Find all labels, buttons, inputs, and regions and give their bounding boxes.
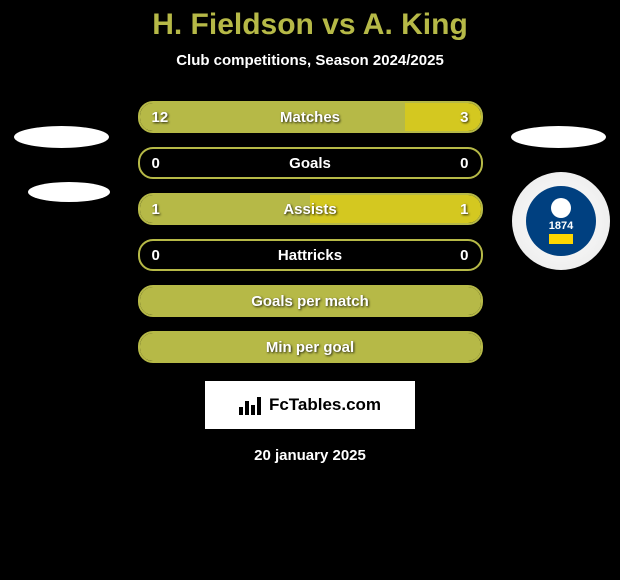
stat-value-left: 0 — [152, 155, 160, 172]
stat-bar: Goals per match — [138, 285, 483, 317]
stats-bars-container: 12 Matches 3 0 Goals 0 1 Assists 1 0 Hattricks 0 Goa… — [138, 101, 483, 363]
stat-label: Goals per match — [251, 293, 369, 310]
club-badge-inner: 1874 — [526, 186, 596, 256]
page-title: H. Fieldson vs A. King — [152, 8, 468, 42]
stat-bar-fill-right — [405, 103, 480, 131]
stat-value-right: 3 — [460, 109, 468, 126]
club-badge-right: 1874 — [512, 172, 610, 270]
stat-value-left: 12 — [152, 109, 169, 126]
stat-label: Goals — [289, 155, 331, 172]
stat-bar: 0 Goals 0 — [138, 147, 483, 179]
stat-label: Matches — [280, 109, 340, 126]
stat-label: Min per goal — [266, 339, 354, 356]
badge-ball-icon — [551, 198, 571, 218]
stat-value-right: 1 — [460, 201, 468, 218]
stat-label: Hattricks — [278, 247, 342, 264]
badge-year: 1874 — [549, 220, 573, 232]
stat-bar: 12 Matches 3 — [138, 101, 483, 133]
badge-ship-icon — [549, 234, 573, 244]
subtitle: Club competitions, Season 2024/2025 — [176, 52, 444, 69]
stat-value-right: 0 — [460, 247, 468, 264]
stat-value-left: 0 — [152, 247, 160, 264]
branding-text: FcTables.com — [269, 395, 381, 415]
stat-value-left: 1 — [152, 201, 160, 218]
player-placeholder-right-1 — [511, 126, 606, 148]
branding-box: FcTables.com — [205, 381, 415, 429]
stat-bar: 1 Assists 1 — [138, 193, 483, 225]
stat-label: Assists — [283, 201, 336, 218]
branding-chart-icon — [239, 395, 263, 415]
player-placeholder-left-1 — [14, 126, 109, 148]
stat-bar-fill-left — [140, 103, 406, 131]
stat-value-right: 0 — [460, 155, 468, 172]
player-placeholder-left-2 — [28, 182, 110, 202]
stat-bar: Min per goal — [138, 331, 483, 363]
date-label: 20 january 2025 — [254, 447, 366, 464]
stat-bar: 0 Hattricks 0 — [138, 239, 483, 271]
